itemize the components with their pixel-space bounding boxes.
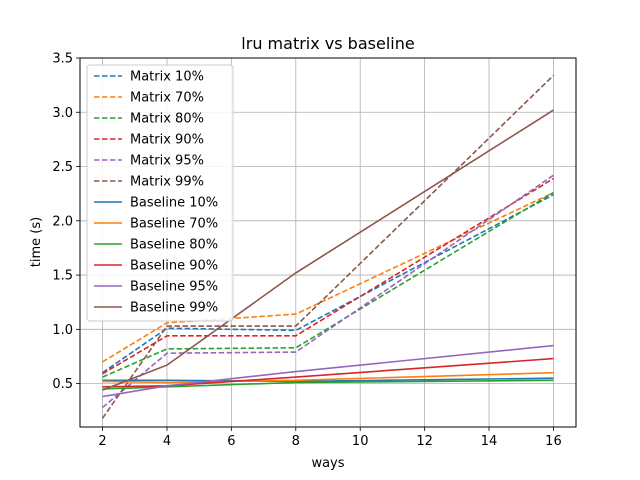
legend-label: Baseline 99% <box>130 301 218 316</box>
y-tick-label: 0.5 <box>52 377 73 392</box>
legend-label: Matrix 99% <box>130 175 204 190</box>
legend-label: Baseline 70% <box>130 217 218 232</box>
chart-title: lru matrix vs baseline <box>241 34 414 53</box>
y-axis-label: time (s) <box>29 217 44 267</box>
y-tick-label: 2.5 <box>52 160 73 175</box>
series-line <box>101 74 555 419</box>
axis-ticks: 2 4 6 8 10 12 14 16 0.5 1.0 1.5 2.0 2.5 3.0 3.5 <box>52 52 561 450</box>
series-lines <box>101 74 555 419</box>
x-tick-label: 4 <box>163 434 171 449</box>
y-tick-label: 1.0 <box>52 323 73 338</box>
series-line <box>102 193 554 374</box>
legend: Matrix 10% Matrix 70% Matrix 80% Matrix 90%… <box>86 64 234 322</box>
legend-label: Baseline 10% <box>130 196 218 211</box>
legend-label: Baseline 80% <box>130 238 218 253</box>
legend-box <box>86 64 234 322</box>
x-axis-label: ways <box>311 456 344 471</box>
y-tick-label: 1.5 <box>52 269 73 284</box>
x-tick-label: 10 <box>352 434 369 449</box>
legend-label: Matrix 90% <box>130 133 204 148</box>
series-line <box>102 379 554 390</box>
series-line <box>102 191 554 378</box>
y-tick-label: 2.0 <box>52 214 73 229</box>
legend-label: Matrix 10% <box>130 70 204 85</box>
x-tick-label: 6 <box>227 434 235 449</box>
legend-label: Matrix 80% <box>130 112 204 127</box>
series-line <box>102 357 554 388</box>
y-tick-label: 3.0 <box>52 106 73 121</box>
x-tick-label: 8 <box>292 434 300 449</box>
plot-area-frame <box>79 57 577 428</box>
legend-label: Baseline 95% <box>130 280 218 295</box>
x-tick-label: 2 <box>98 434 106 449</box>
y-tick-label: 3.5 <box>52 52 73 67</box>
legend-label: Matrix 95% <box>130 154 204 169</box>
series-line <box>102 344 554 398</box>
x-tick-label: 16 <box>545 434 562 449</box>
legend-label: Baseline 90% <box>130 259 218 274</box>
x-tick-label: 14 <box>481 434 498 449</box>
legend-label: Matrix 70% <box>130 91 204 106</box>
series-line <box>102 177 554 375</box>
x-tick-label: 12 <box>416 434 433 449</box>
